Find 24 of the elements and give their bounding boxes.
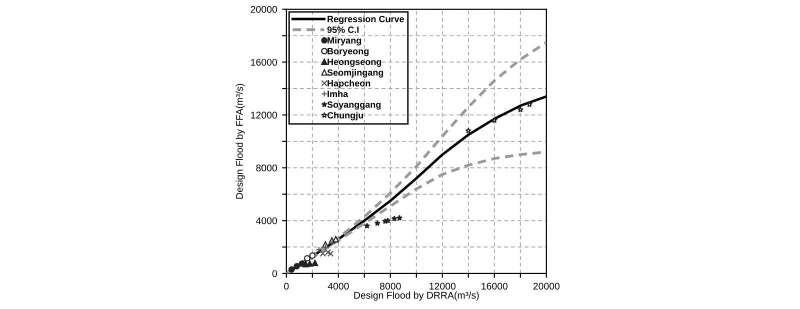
legend-label: Chungju <box>327 112 364 120</box>
x-axis-title: Design Flood by DRRA(m³/s) <box>354 292 479 301</box>
legend-label: Imha <box>328 90 348 98</box>
legend-label: Miryang <box>328 36 362 46</box>
x-tick-label: 8000 <box>380 282 401 290</box>
x-tick-label: 20000 <box>533 282 560 290</box>
y-tick-label: 0 <box>272 270 277 278</box>
legend-label: Soyanggang <box>327 101 381 110</box>
y-axis-title: Design Flood by FFA(m³/s) <box>236 84 245 199</box>
legend-label: Heongseong <box>328 58 382 67</box>
y-tick-label: 20000 <box>250 6 277 13</box>
y-tick-label: 12000 <box>251 112 277 119</box>
y-tick-label: 4000 <box>256 217 277 224</box>
legend-label: Hapcheon <box>328 80 370 88</box>
legend-label: Boryeong <box>328 48 369 56</box>
y-tick-label: 8000 <box>256 164 277 172</box>
y-tick-label: 16000 <box>251 58 277 66</box>
x-tick-label: 16000 <box>482 282 508 290</box>
legend-label: Seomjingang <box>327 69 384 78</box>
legend-label: 95% C.I <box>327 26 359 33</box>
x-tick-label: 0 <box>284 282 289 290</box>
legend-label: Regression Curve <box>328 16 404 24</box>
x-tick-label: 4000 <box>328 282 349 290</box>
x-tick-label: 12000 <box>430 282 456 290</box>
